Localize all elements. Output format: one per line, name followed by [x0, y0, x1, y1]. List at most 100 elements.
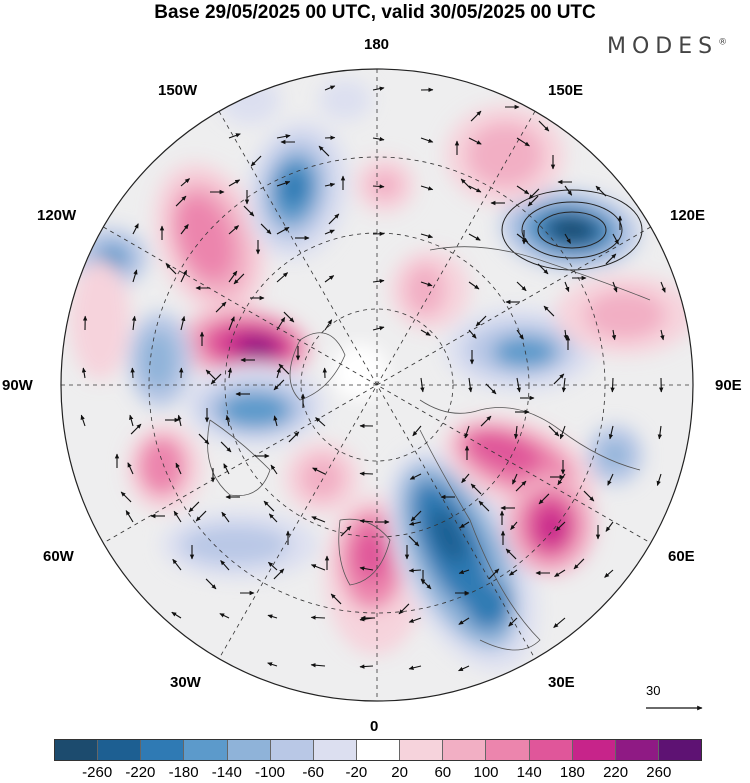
wind-vector	[263, 500, 275, 512]
wind-vector	[220, 441, 232, 453]
wind-vector	[205, 578, 217, 590]
wind-vector	[488, 568, 500, 580]
field-layer	[61, 69, 693, 701]
wind-vector	[611, 329, 617, 341]
wind-vector	[480, 415, 492, 427]
wind-vector	[324, 229, 335, 235]
wind-vector	[276, 226, 290, 235]
coastline	[207, 419, 271, 497]
wind-vector	[595, 185, 607, 197]
colorbar-tick-label: -20	[345, 764, 368, 781]
wind-vector	[132, 269, 138, 283]
wind-vector	[175, 195, 187, 207]
colorbar-swatch	[313, 740, 357, 760]
wind-vector	[130, 367, 135, 379]
wind-vector	[464, 425, 470, 439]
anomaly-region	[430, 508, 466, 564]
wind-vector	[228, 179, 241, 187]
coastline	[419, 399, 641, 471]
wind-vector	[260, 223, 272, 235]
wind-vector	[130, 423, 142, 435]
wind-vector	[657, 425, 663, 440]
wind-vector	[458, 569, 470, 574]
anomaly-region	[70, 260, 130, 380]
wind-vector	[180, 178, 190, 187]
wind-vector	[409, 473, 422, 480]
wind-vector	[220, 560, 230, 571]
wind-vector	[270, 464, 278, 475]
coastline	[338, 518, 391, 586]
meridian-line	[103, 226, 651, 544]
colorbar-swatch	[356, 740, 401, 760]
wind-vector	[555, 521, 566, 532]
wind-vector	[460, 178, 472, 190]
wind-vector	[604, 569, 614, 578]
wind-vector	[553, 373, 565, 385]
wind-vector	[420, 281, 433, 287]
wind-vector	[516, 137, 530, 147]
wind-vector	[527, 195, 539, 207]
wind-vector	[228, 316, 235, 331]
wind-vector	[219, 613, 230, 619]
colorbar-swatch	[227, 740, 271, 760]
wind-vector	[510, 521, 518, 530]
wind-vector	[538, 120, 550, 132]
wind-vector	[410, 510, 422, 522]
wind-vector	[515, 480, 527, 492]
wind-vector	[612, 281, 618, 293]
wind-vector	[516, 185, 530, 195]
wind-vector	[553, 617, 566, 628]
wind-vector	[221, 511, 230, 523]
wind-vector	[268, 561, 278, 571]
wind-vector	[608, 425, 614, 440]
wind-vector	[559, 425, 566, 440]
anomaly-region	[585, 291, 665, 339]
wind-vector	[283, 311, 295, 323]
wind-vector	[180, 315, 186, 331]
colorbar-swatch	[400, 740, 444, 760]
map-title: Base 29/05/2025 00 UTC, valid 30/05/2025…	[154, 2, 596, 23]
height-contour	[501, 189, 643, 271]
wind-vector	[127, 462, 134, 475]
wind-vector	[267, 614, 278, 619]
colorbar-swatch	[615, 740, 659, 760]
wind-vector	[512, 473, 518, 485]
wind-vector	[131, 315, 137, 331]
wind-vector	[324, 85, 336, 91]
wind-vector	[243, 205, 255, 217]
wind-vector	[508, 569, 518, 576]
colorbar-tick-label: 220	[603, 764, 629, 781]
wind-vector	[420, 185, 434, 191]
colorbar-tick-label: 60	[434, 764, 452, 781]
colorbar-swatch	[98, 740, 142, 760]
anomaly-region	[466, 581, 510, 629]
wind-vector	[276, 180, 291, 187]
wind-vector	[372, 278, 385, 284]
wind-vector	[278, 363, 290, 375]
wind-vector	[516, 329, 524, 340]
wind-vector	[310, 663, 326, 668]
colorbar-tick-label: -140	[211, 764, 242, 781]
wind-vector	[340, 525, 352, 537]
anomaly-region	[319, 80, 371, 120]
wind-vector	[330, 593, 342, 605]
wind-vector	[612, 233, 619, 245]
wind-vector	[607, 473, 614, 486]
colorbar-swatch	[572, 740, 616, 760]
pole-region	[332, 344, 388, 400]
coastline	[429, 246, 651, 301]
colorbar-tick-label: -220	[125, 764, 156, 781]
anomaly-region	[138, 436, 186, 496]
wind-vector	[180, 224, 189, 235]
wind-vector	[563, 329, 568, 341]
anomaly-region	[220, 76, 280, 124]
wind-vector	[81, 367, 87, 379]
wind-vector	[188, 501, 200, 513]
wind-vector	[80, 414, 86, 427]
height-contour	[537, 211, 607, 249]
wind-vector	[485, 383, 497, 395]
map-boundary	[60, 68, 694, 702]
modes-logo: MODES®	[607, 34, 727, 59]
anomaly-region	[176, 195, 234, 281]
